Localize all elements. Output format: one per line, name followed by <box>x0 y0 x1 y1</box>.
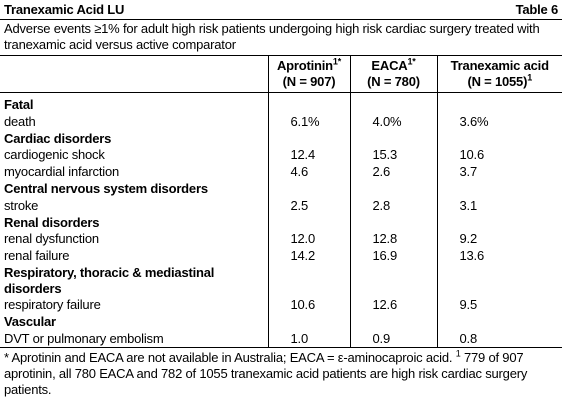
value-cell: 4.0% <box>349 113 437 131</box>
value-cell: 3.7 <box>436 164 562 181</box>
value-cell: 0.9 <box>349 330 437 348</box>
section-label: Fatal <box>4 97 34 112</box>
value-cell: 3.1 <box>436 197 562 215</box>
empty-cell <box>267 264 350 297</box>
caption: Adverse events ≥1% for adult high risk p… <box>0 20 562 56</box>
footnote: * Aprotinin and EACA are not available i… <box>0 347 562 400</box>
empty-cell <box>267 313 350 331</box>
empty-cell <box>267 180 350 198</box>
section-label: Central nervous system disorders <box>4 180 208 196</box>
footnote-sup: 1 <box>455 349 461 360</box>
value-cell: 12.4 <box>267 147 350 165</box>
value-cell: 9.5 <box>436 296 562 314</box>
value-cell: 12.0 <box>267 231 350 249</box>
table-label: Table 6 <box>515 2 559 17</box>
data-row: myocardial infarction 4.6 2.6 3.7 <box>0 164 562 181</box>
row-label: respiratory failure <box>4 296 101 312</box>
column-name: EACA <box>371 58 408 73</box>
header-cell: EACA1* (N = 780) <box>349 56 437 93</box>
value-cell: 6.1% <box>267 113 350 131</box>
data-row: renal failure 14.2 16.9 13.6 <box>0 248 562 265</box>
value-cell: 15.3 <box>349 147 437 165</box>
header-row: Aprotinin1* (N = 907) EACA1* (N = 780) Trane… <box>0 56 562 93</box>
data-row: cardiogenic shock 12.4 15.3 10.6 <box>0 147 562 165</box>
title-bar: Tranexamic Acid LU Table 6 <box>0 0 562 20</box>
section-row: Fatal <box>0 92 562 114</box>
section-label: Renal disorders <box>4 214 100 230</box>
empty-cell <box>436 92 562 114</box>
value-cell: 2.6 <box>349 164 437 181</box>
empty-cell <box>436 180 562 198</box>
empty-cell <box>436 264 562 297</box>
data-row: death 6.1% 4.0% 3.6% <box>0 113 562 131</box>
value-cell: 9.2 <box>436 231 562 249</box>
row-label: stroke <box>4 197 39 213</box>
value-cell: 14.2 <box>267 248 350 265</box>
section-row: Central nervous system disorders <box>0 180 562 198</box>
section-label: Respiratory, thoracic & mediastinal diso… <box>4 264 215 296</box>
empty-cell <box>349 313 437 331</box>
empty-cell <box>267 214 350 232</box>
footnote-text: 779 of 907 aprotinin, all 780 EACA and 7… <box>4 350 528 398</box>
value-cell: 1.0 <box>267 330 350 348</box>
empty-cell <box>436 214 562 232</box>
empty-cell <box>349 214 437 232</box>
title: Tranexamic Acid LU <box>4 2 125 17</box>
value-cell: 4.6 <box>267 164 350 181</box>
value-cell: 16.9 <box>349 248 437 265</box>
value-cell: 13.6 <box>436 248 562 265</box>
row-label: renal dysfunction <box>4 231 99 247</box>
value-cell: 2.8 <box>349 197 437 215</box>
section-row: Cardiac disorders <box>0 130 562 148</box>
header-cell <box>0 56 268 93</box>
data-row: stroke 2.5 2.8 3.1 <box>0 197 562 215</box>
data-row: respiratory failure 10.6 12.6 9.5 <box>0 296 562 314</box>
column-n: (N = 1055) <box>467 74 528 89</box>
empty-cell <box>349 264 437 297</box>
column-sup: 1* <box>407 56 416 67</box>
row-label: cardiogenic shock <box>4 147 105 163</box>
value-cell: 10.6 <box>267 296 350 314</box>
value-cell: 12.6 <box>349 296 437 314</box>
column-n: (N = 907) <box>282 74 336 89</box>
table: Aprotinin1* (N = 907) EACA1* (N = 780) Trane… <box>0 56 562 348</box>
value-cell: 2.5 <box>267 197 350 215</box>
section-row: Vascular <box>0 313 562 331</box>
data-row: DVT or pulmonary embolism 1.0 0.9 0.8 <box>0 330 562 348</box>
value-cell: 10.6 <box>436 147 562 165</box>
section-label: Vascular <box>4 313 56 329</box>
column-n-sup: 1 <box>527 72 533 83</box>
footnote-text: * Aprotinin and EACA are not available i… <box>4 350 456 366</box>
column-sup: 1* <box>332 56 342 67</box>
empty-cell <box>349 130 437 148</box>
value-cell: 12.8 <box>349 231 437 249</box>
empty-cell <box>436 130 562 148</box>
column-n: (N = 780) <box>367 74 420 89</box>
empty-cell <box>349 180 437 198</box>
section-label: Cardiac disorders <box>4 130 112 146</box>
value-cell: 0.8 <box>436 330 562 348</box>
table-body: Aprotinin1* (N = 907) EACA1* (N = 780) Trane… <box>0 56 562 348</box>
row-label: death <box>4 113 36 129</box>
section-row: Respiratory, thoracic & mediastinal diso… <box>0 264 562 297</box>
empty-cell <box>267 92 350 114</box>
row-label: renal failure <box>4 248 70 264</box>
header-cell: Aprotinin1* (N = 907) <box>267 56 350 93</box>
row-label: myocardial infarction <box>4 164 120 180</box>
data-row: renal dysfunction 12.0 12.8 9.2 <box>0 231 562 249</box>
row-label: DVT or pulmonary embolism <box>4 330 164 346</box>
empty-cell <box>349 92 437 114</box>
section-row: Renal disorders <box>0 214 562 232</box>
empty-cell <box>436 313 562 331</box>
column-name: Aprotinin <box>276 58 333 73</box>
header-cell: Tranexamic acid (N = 1055)1 <box>436 56 562 93</box>
column-name: Tranexamic acid <box>450 58 549 73</box>
value-cell: 3.6% <box>436 113 562 131</box>
empty-cell <box>267 130 350 148</box>
